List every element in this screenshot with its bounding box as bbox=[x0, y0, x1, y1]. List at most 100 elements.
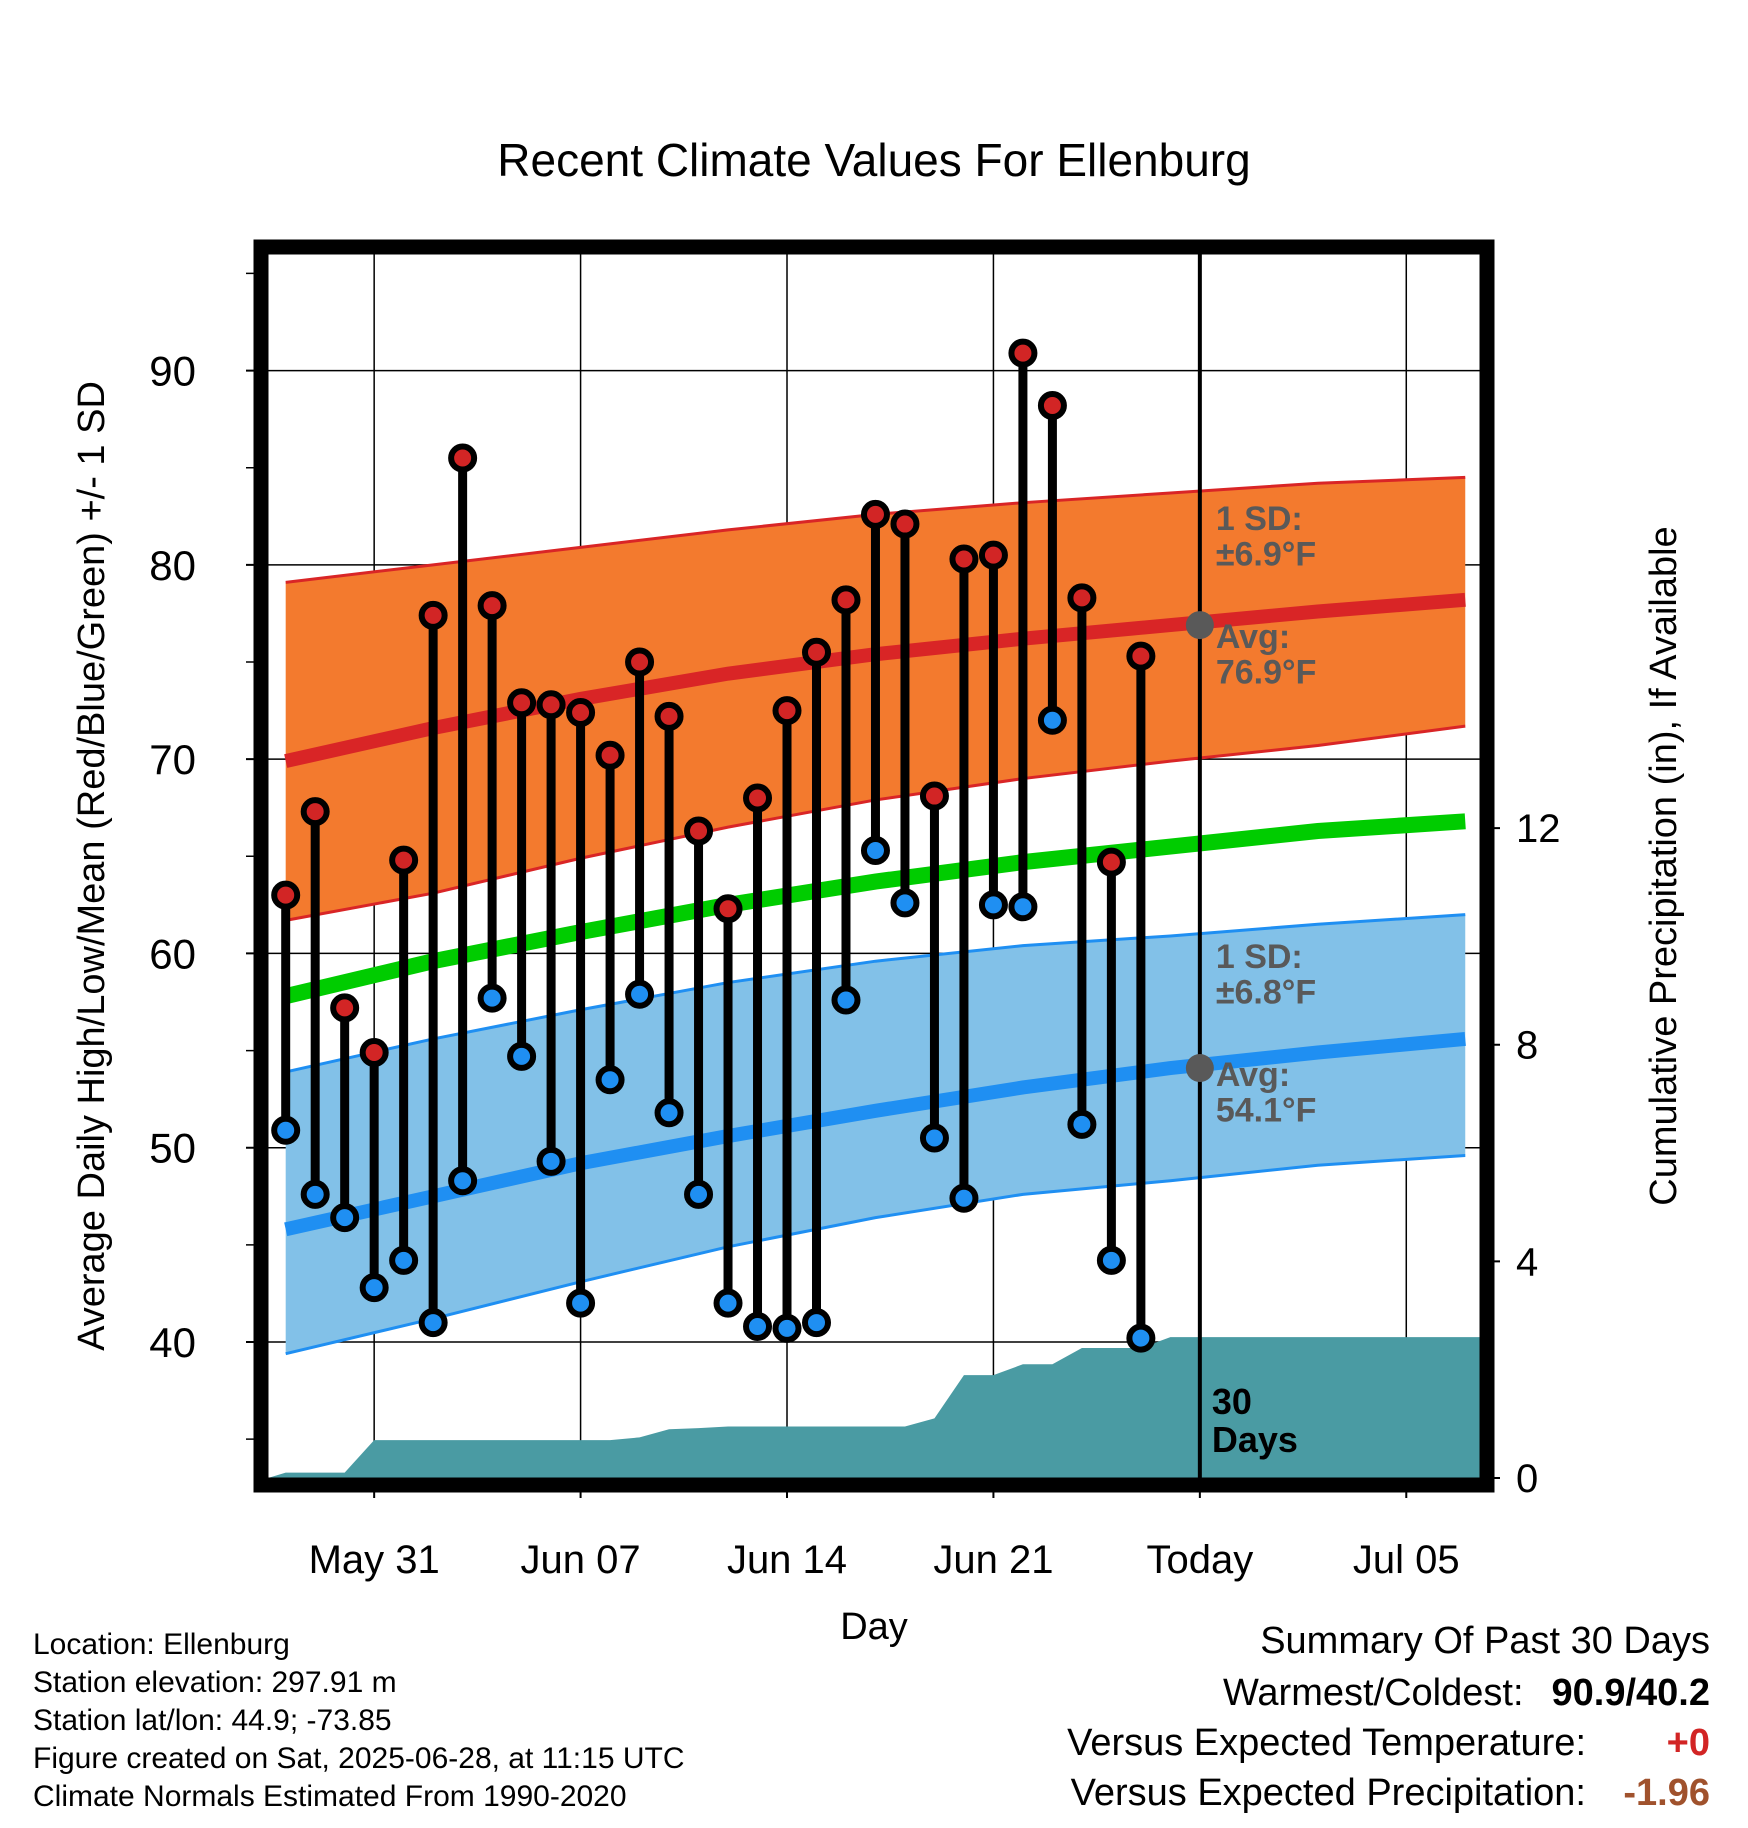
daily-high-point bbox=[1126, 641, 1156, 671]
daily-high-point bbox=[890, 509, 920, 539]
daily-low-point bbox=[625, 979, 655, 1009]
low-sd-annotation: 1 SD: ±6.8°F bbox=[1216, 938, 1316, 1012]
daily-high-point bbox=[1096, 847, 1126, 877]
daily-low-point bbox=[418, 1308, 448, 1338]
daily-low-point bbox=[389, 1245, 419, 1275]
precip-area bbox=[268, 1337, 1480, 1478]
daily-low-point bbox=[330, 1203, 360, 1233]
temp-label: Versus Expected Temperature: bbox=[1067, 1722, 1586, 1764]
x-tick-label: Today bbox=[1146, 1538, 1253, 1582]
low-avg-annotation: Avg: 54.1°F bbox=[1216, 1056, 1317, 1130]
y2-tick-label: 4 bbox=[1516, 1240, 1538, 1284]
temp-value: +0 bbox=[1666, 1722, 1710, 1764]
daily-high-point bbox=[507, 688, 537, 718]
daily-high-point bbox=[477, 591, 507, 621]
x-tick-label: Jun 07 bbox=[521, 1538, 641, 1582]
normal-high-today-marker bbox=[1185, 611, 1214, 640]
y2-tick-label: 8 bbox=[1516, 1024, 1538, 1068]
daily-low-point bbox=[684, 1179, 714, 1209]
summary-warmest-row: Warmest/Coldest: 90.9/40.2 bbox=[1223, 1672, 1710, 1715]
y-tick-label: 40 bbox=[149, 1319, 196, 1366]
normal-low-today-marker bbox=[1185, 1054, 1214, 1083]
figure-created: Figure created on Sat, 2025-06-28, at 11… bbox=[33, 1742, 685, 1775]
low-sd-upper-edge bbox=[285, 913, 1466, 1074]
daily-high-point bbox=[595, 740, 625, 770]
summary-title: Summary Of Past 30 Days bbox=[1260, 1620, 1710, 1663]
daily-low-point bbox=[359, 1273, 389, 1303]
daily-low-point bbox=[1037, 705, 1067, 735]
daily-high-point bbox=[359, 1038, 389, 1068]
x-tick-label: Jun 14 bbox=[727, 1538, 847, 1582]
daily-low-point bbox=[890, 888, 920, 918]
daily-high-point bbox=[949, 544, 979, 574]
daily-high-point bbox=[566, 698, 596, 728]
daily-low-point bbox=[860, 835, 890, 865]
daily-high-point bbox=[860, 499, 890, 529]
daily-low-point bbox=[1096, 1245, 1126, 1275]
daily-low-point bbox=[831, 985, 861, 1015]
x-tick-label: May 31 bbox=[309, 1538, 440, 1582]
daily-low-point bbox=[1008, 892, 1038, 922]
daily-high-point bbox=[330, 993, 360, 1023]
station-location: Location: Ellenburg bbox=[33, 1628, 290, 1661]
summary-precip-row: Versus Expected Precipitation: -1.96 bbox=[1071, 1772, 1710, 1815]
daily-high-point bbox=[271, 880, 301, 910]
y-tick-label: 50 bbox=[149, 1125, 196, 1172]
daily-low-point bbox=[300, 1179, 330, 1209]
normal-low-line bbox=[284, 1031, 1466, 1237]
daily-high-point bbox=[536, 690, 566, 720]
daily-high-point bbox=[1037, 391, 1067, 421]
days-annotation: 30 Days bbox=[1212, 1381, 1298, 1460]
daily-high-point bbox=[801, 637, 831, 667]
y2-tick-label: 12 bbox=[1516, 807, 1561, 851]
daily-low-point bbox=[654, 1098, 684, 1128]
high-sd-annotation: 1 SD: ±6.9°F bbox=[1216, 500, 1316, 574]
daily-high-point bbox=[831, 585, 861, 615]
y-tick-label: 80 bbox=[149, 542, 196, 589]
daily-high-point bbox=[625, 647, 655, 677]
precip-value: -1.96 bbox=[1623, 1772, 1710, 1814]
daily-low-point bbox=[507, 1041, 537, 1071]
daily-high-point bbox=[300, 797, 330, 827]
daily-low-point bbox=[919, 1123, 949, 1153]
x-tick-label: Jul 05 bbox=[1353, 1538, 1460, 1582]
precip-layer bbox=[268, 1337, 1480, 1478]
daily-low-point bbox=[801, 1308, 831, 1338]
x-tick-label: Jun 21 bbox=[933, 1538, 1053, 1582]
daily-low-point bbox=[978, 890, 1008, 920]
normal-mean-line bbox=[283, 813, 1466, 1004]
daily-high-point bbox=[978, 540, 1008, 570]
station-elevation: Station elevation: 297.91 m bbox=[33, 1666, 397, 1699]
stick-layer bbox=[281, 353, 1146, 1339]
precip-label: Versus Expected Precipitation: bbox=[1070, 1772, 1586, 1814]
daily-high-point bbox=[713, 894, 743, 924]
chart-title: Recent Climate Values For Ellenburg bbox=[497, 134, 1250, 186]
daily-high-point bbox=[684, 816, 714, 846]
x-axis-label: Day bbox=[840, 1606, 908, 1648]
daily-high-point bbox=[743, 783, 773, 813]
daily-low-point bbox=[772, 1313, 802, 1343]
warmest-label: Warmest/Coldest: bbox=[1222, 1672, 1524, 1714]
daily-low-point bbox=[536, 1146, 566, 1176]
summary-temp-row: Versus Expected Temperature: +0 bbox=[1067, 1722, 1710, 1765]
station-latlon: Station lat/lon: 44.9; -73.85 bbox=[33, 1704, 392, 1737]
daily-high-point bbox=[654, 701, 684, 731]
daily-low-point bbox=[595, 1065, 625, 1095]
daily-low-point bbox=[1126, 1323, 1156, 1353]
daily-low-point bbox=[713, 1288, 743, 1318]
axis-layer: 40 50 60 70 80 90 0 4 8 12 May 31 Jun 07 Jun 14 Jun 2… bbox=[149, 272, 1561, 1582]
daily-low-point bbox=[271, 1115, 301, 1145]
plot-frame bbox=[253, 239, 1495, 1493]
climate-normals-note: Climate Normals Estimated From 1990-2020 bbox=[33, 1780, 627, 1813]
summary-title-text: Summary Of Past 30 Days bbox=[1260, 1620, 1710, 1662]
low-sd-lower-edge bbox=[285, 1153, 1466, 1356]
daily-high-point bbox=[919, 781, 949, 811]
daily-high-point bbox=[448, 443, 478, 473]
daily-low-point bbox=[1067, 1109, 1097, 1139]
daily-high-point bbox=[1067, 583, 1097, 613]
daily-low-point bbox=[566, 1288, 596, 1318]
y-axis-label: Average Daily High/Low/Mean (Red/Blue/Gr… bbox=[71, 381, 113, 1351]
y-tick-label: 90 bbox=[149, 348, 196, 395]
y2-tick-label: 0 bbox=[1516, 1457, 1538, 1501]
daily-high-point bbox=[1008, 338, 1038, 368]
